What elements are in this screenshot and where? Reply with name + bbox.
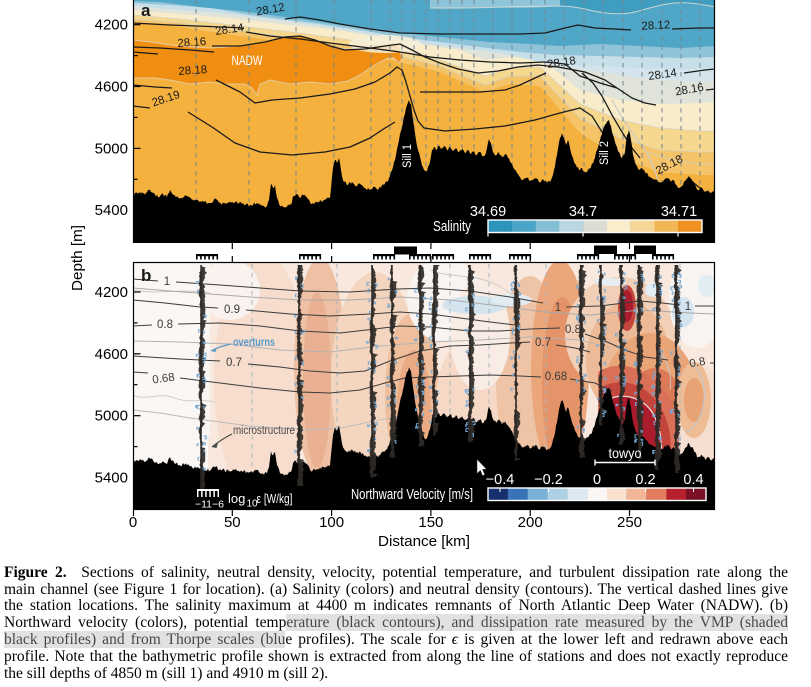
svg-text:0: 0 — [593, 472, 601, 488]
svg-text:0.9: 0.9 — [224, 304, 240, 316]
svg-text:28.16: 28.16 — [674, 82, 704, 99]
svg-text:1: 1 — [555, 302, 561, 314]
svg-text:28.14: 28.14 — [647, 67, 678, 83]
svg-text:5400: 5400 — [95, 470, 128, 487]
svg-text:−6: −6 — [212, 499, 224, 511]
svg-text:0.7: 0.7 — [535, 337, 551, 349]
svg-text:5000: 5000 — [95, 140, 128, 157]
svg-text:log: log — [228, 491, 245, 506]
svg-text:0.8: 0.8 — [157, 319, 173, 331]
svg-text:0.68: 0.68 — [152, 372, 176, 387]
svg-text:Northward Velocity [m/s]: Northward Velocity [m/s] — [351, 487, 473, 503]
svg-text:a: a — [141, 1, 151, 20]
svg-text:1: 1 — [164, 276, 170, 288]
svg-text:0: 0 — [129, 514, 137, 531]
svg-text:250: 250 — [617, 514, 642, 531]
svg-text:28.18: 28.18 — [546, 55, 576, 71]
svg-text:4200: 4200 — [95, 284, 128, 301]
svg-text:0.8: 0.8 — [689, 356, 707, 371]
svg-text:0.8: 0.8 — [565, 324, 581, 336]
svg-text:34.7: 34.7 — [569, 204, 597, 220]
svg-text:Depth [m]: Depth [m] — [69, 225, 86, 291]
svg-text:4600: 4600 — [95, 79, 128, 96]
svg-text:Sill 1: Sill 1 — [402, 144, 414, 168]
svg-text:5000: 5000 — [95, 408, 128, 425]
svg-text:28.12: 28.12 — [255, 2, 285, 19]
svg-text:b: b — [141, 266, 151, 285]
svg-text:microstructure: microstructure — [233, 425, 295, 437]
svg-text:1: 1 — [685, 301, 691, 313]
svg-text:0.7: 0.7 — [226, 357, 242, 369]
svg-text:towyo: towyo — [609, 445, 642, 461]
svg-text:150: 150 — [418, 514, 443, 531]
svg-text:28.16: 28.16 — [177, 36, 207, 50]
svg-text:4200: 4200 — [95, 17, 128, 34]
svg-text:overturns: overturns — [233, 337, 275, 349]
svg-text:100: 100 — [319, 514, 344, 531]
svg-text:4600: 4600 — [95, 346, 128, 363]
svg-text:28.18: 28.18 — [178, 64, 208, 78]
svg-text:5400: 5400 — [95, 202, 128, 219]
svg-text:0.68: 0.68 — [545, 371, 567, 383]
svg-text:34.71: 34.71 — [661, 204, 697, 220]
svg-text:200: 200 — [518, 514, 543, 531]
svg-text:−0.2: −0.2 — [534, 472, 563, 488]
svg-text:Sill 2: Sill 2 — [599, 141, 611, 165]
svg-text:10: 10 — [247, 499, 259, 510]
svg-text:−0.4: −0.4 — [486, 472, 515, 488]
svg-text:50: 50 — [224, 514, 241, 531]
svg-text:0.4: 0.4 — [683, 472, 703, 488]
svg-text:Salinity: Salinity — [433, 219, 472, 235]
svg-text:−11: −11 — [195, 499, 212, 511]
svg-text:34.69: 34.69 — [470, 204, 506, 220]
svg-text:28.12: 28.12 — [641, 19, 670, 32]
svg-text:0.2: 0.2 — [635, 472, 655, 488]
svg-text:ε [W/kg]: ε [W/kg] — [257, 491, 293, 506]
svg-text:NADW: NADW — [232, 53, 263, 68]
svg-text:28.14: 28.14 — [214, 22, 245, 38]
svg-text:Distance [km]: Distance [km] — [378, 533, 470, 550]
